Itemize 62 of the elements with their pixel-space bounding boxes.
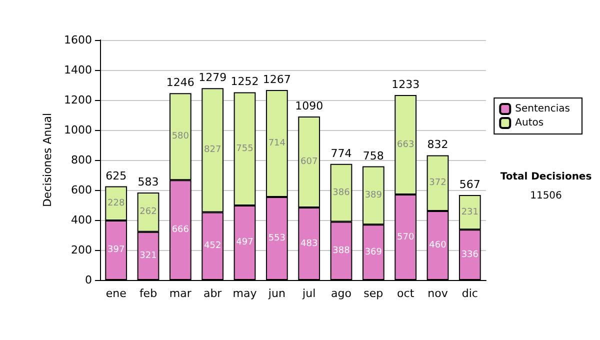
y-axis-title: Decisiones Anual (41, 112, 54, 208)
total-label: 758 (362, 149, 384, 162)
data-label: 607 (300, 157, 318, 168)
data-label: 388 (332, 246, 350, 256)
x-tick-label: ene (106, 287, 127, 300)
total-label: 1252 (230, 75, 259, 88)
data-label: 231 (461, 207, 479, 218)
total-label: 774 (330, 146, 352, 160)
total-label: 1246 (166, 76, 194, 90)
data-label: 497 (236, 238, 254, 248)
y-tick-label: 800 (71, 154, 92, 166)
y-tick-label: 1000 (64, 124, 92, 136)
x-tick-label: dic (462, 287, 478, 300)
x-tick-label: abr (203, 287, 222, 300)
legend-label: Autos (515, 118, 544, 128)
x-tick-label: sep (364, 287, 384, 300)
data-label: 389 (364, 190, 382, 200)
data-label: 452 (204, 241, 222, 252)
y-tick-label: 600 (71, 184, 92, 196)
x-tick-label: jul (302, 287, 316, 300)
data-label: 321 (140, 250, 157, 261)
data-label: 228 (107, 198, 125, 208)
text: 11506 (530, 190, 562, 202)
data-label: 397 (107, 245, 125, 256)
total-label: 1267 (262, 72, 291, 86)
data-label: 580 (172, 132, 190, 142)
data-label: 666 (172, 225, 190, 236)
data-label: 483 (300, 238, 318, 249)
y-tick-label: 1600 (64, 34, 92, 46)
legend-label: Sentencias (515, 104, 570, 114)
y-tick-label: 400 (71, 214, 92, 226)
data-label: 663 (396, 140, 414, 150)
total-label: 1279 (198, 71, 227, 84)
total-label: 1090 (295, 100, 324, 112)
total-label: 625 (106, 169, 127, 182)
text: Total Decisiones (500, 172, 592, 182)
x-tick-label: jun (267, 287, 286, 300)
x-tick-label: may (232, 287, 258, 300)
y-tick-label: 1400 (64, 64, 92, 76)
y-tick-label: 0 (85, 274, 92, 286)
y-tick-label: 200 (71, 244, 92, 256)
total-label: 1233 (392, 78, 420, 92)
data-label: 386 (332, 188, 350, 198)
x-tick-label: ago (331, 287, 352, 300)
data-label: 460 (429, 240, 447, 250)
data-label: 336 (461, 250, 479, 260)
x-tick-label: mar (169, 287, 192, 300)
data-label: 570 (396, 232, 414, 242)
data-label: 262 (140, 207, 157, 218)
data-label: 553 (268, 234, 286, 244)
total-label: 567 (459, 178, 480, 191)
x-tick-label: feb (139, 287, 158, 300)
data-label: 714 (268, 138, 286, 148)
total-label: 583 (138, 176, 159, 189)
x-tick-label: oct (397, 287, 415, 300)
total-label: 832 (427, 138, 448, 152)
x-tick-label: nov (428, 287, 448, 300)
data-label: 755 (236, 144, 254, 154)
y-tick-label: 1200 (64, 94, 92, 106)
data-label: 827 (204, 145, 222, 156)
data-label: 369 (364, 247, 382, 258)
data-label: 372 (429, 178, 446, 188)
